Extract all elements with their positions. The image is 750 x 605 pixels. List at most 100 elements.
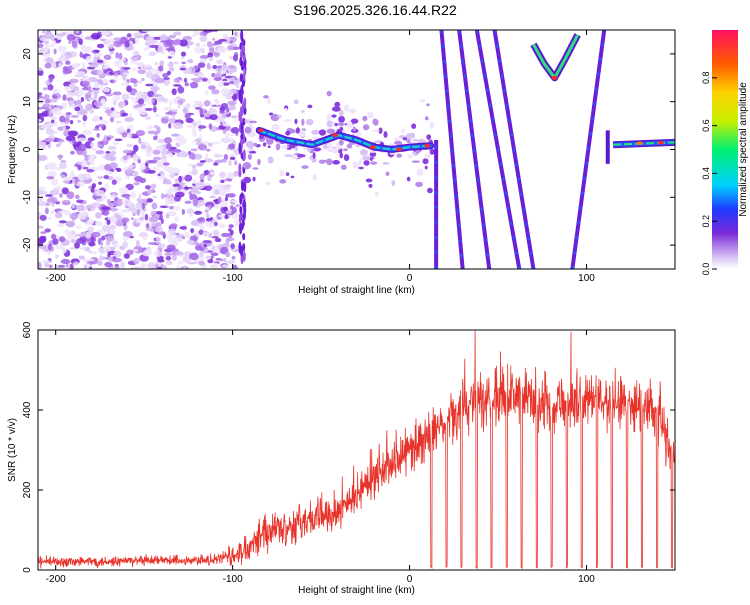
heatmap-noise-cell [66, 191, 75, 199]
heatmap-noise-cell [190, 228, 194, 234]
heatmap-noise-cell [191, 164, 197, 169]
heatmap-ridge-halo [301, 118, 305, 126]
heatmap-noise-cell [225, 96, 233, 100]
heatmap-noise-cell [92, 116, 101, 123]
heatmap-noise-cell [120, 66, 124, 74]
heatmap-noise-cell [192, 199, 199, 207]
heatmap-ridge-halo [243, 176, 252, 184]
heatmap-noise-cell [98, 254, 103, 262]
heatmap-noise-cell [113, 250, 122, 258]
heatmap-noise-cell [160, 218, 164, 225]
heatmap-noise-cell [228, 137, 234, 143]
heatmap-noise-cell [232, 54, 239, 62]
heatmap-noise-cell [161, 264, 167, 269]
heatmap-edge-cell [242, 251, 246, 262]
heatmap-noise-cell [221, 64, 228, 71]
heatmap-noise-cell [110, 194, 117, 199]
heatmap-noise-cell [227, 67, 235, 75]
heatmap-x-tick-label: 0 [407, 273, 413, 284]
heatmap-noise-cell [111, 216, 118, 224]
heatmap-noise-cell [117, 198, 123, 202]
heatmap-noise-cell [202, 240, 212, 244]
heatmap-noise-cell [218, 80, 224, 88]
heatmap-noise-cell [109, 116, 115, 123]
heatmap-noise-cell [93, 92, 98, 99]
heatmap-noise-cell [51, 233, 57, 240]
heatmap-diagonal-core [458, 30, 491, 269]
heatmap-ridge-halo [362, 115, 368, 122]
heatmap-noise-cell [168, 67, 175, 72]
heatmap-ridge-halo [269, 112, 274, 116]
heatmap-edge-cell [240, 107, 244, 117]
heatmap-noise-cell [217, 46, 227, 54]
heatmap-noise-cell [148, 216, 159, 223]
heatmap-noise-cell [100, 38, 106, 42]
heatmap-noise-cell [147, 169, 156, 174]
heatmap-noise-cell [214, 154, 224, 158]
heatmap-noise-cell [97, 176, 104, 179]
heatmap-noise-cell [198, 260, 205, 266]
heatmap-ridge-halo [294, 146, 299, 152]
heatmap-noise-cell [81, 159, 87, 166]
heatmap-noise-cell [222, 82, 230, 86]
heatmap-noise-cell [96, 69, 104, 76]
heatmap-noise-cell [204, 255, 212, 260]
heatmap-noise-cell [137, 80, 143, 84]
heatmap-noise-cell [189, 213, 193, 217]
heatmap-y-tick-label: -10 [22, 190, 33, 205]
heatmap-noise-cell [203, 249, 209, 253]
heatmap-edge-cell [238, 213, 242, 220]
heatmap-noise-cell [93, 81, 100, 89]
heatmap-noise-cell [165, 213, 170, 219]
heatmap-noise-cell [199, 173, 205, 180]
heatmap-noise-cell [172, 183, 180, 187]
heatmap-noise-cell [198, 125, 207, 129]
heatmap-noise-cell [100, 235, 106, 241]
heatmap-noise-cell [180, 56, 185, 60]
heatmap-noise-cell [187, 164, 193, 167]
heatmap-noise-cell [39, 214, 47, 221]
heatmap-noise-cell [66, 91, 75, 98]
heatmap-ridge-halo [248, 120, 258, 124]
heatmap-noise-cell [139, 216, 145, 221]
heatmap-noise-cell [213, 98, 219, 103]
heatmap-noise-cell [93, 100, 103, 107]
heatmap-noise-cell [181, 208, 185, 215]
heatmap-noise-cell [219, 188, 228, 195]
heatmap-noise-cell [155, 226, 163, 233]
heatmap-noise-cell [85, 172, 91, 178]
heatmap-noise-cell [179, 67, 187, 71]
heatmap-ridge-halo [339, 151, 343, 159]
heatmap-noise-cell [64, 85, 69, 92]
heatmap-ridge-halo [352, 161, 357, 167]
heatmap-edge-cell [238, 241, 242, 254]
heatmap-noise-cell [126, 167, 134, 174]
heatmap-edge-cell [240, 122, 244, 129]
heatmap-noise-cell [199, 250, 205, 258]
heatmap-right-ridge-mid [612, 140, 675, 147]
heatmap-edge-cell [239, 206, 243, 214]
heatmap-noise-cell [113, 37, 122, 41]
heatmap-noise-cell [38, 67, 43, 72]
heatmap-plot [38, 30, 675, 269]
heatmap-noise-cell [70, 150, 75, 155]
heatmap-noise-cell [188, 252, 199, 261]
heatmap-noise-cell [158, 65, 164, 72]
heatmap-noise-cell [230, 205, 234, 210]
heatmap-noise-cell [184, 82, 190, 87]
heatmap-noise-cell [202, 140, 209, 146]
heatmap-noise-cell [48, 243, 52, 251]
heatmap-noise-cell [208, 56, 213, 62]
heatmap-noise-cell [85, 55, 92, 63]
heatmap-noise-cell [208, 123, 213, 130]
heatmap-noise-cell [228, 133, 235, 137]
heatmap-ridge-halo [331, 106, 341, 112]
heatmap-noise-cell [91, 202, 101, 208]
snr-x-axis-label: Height of straight line (km) [298, 585, 415, 596]
heatmap-ridge-halo [296, 154, 306, 158]
heatmap-noise-cell [216, 65, 223, 69]
heatmap-noise-cell [124, 61, 128, 66]
heatmap-ridge-halo [391, 179, 396, 187]
heatmap-noise-cell [211, 37, 216, 41]
heatmap-noise-cell [118, 52, 123, 60]
